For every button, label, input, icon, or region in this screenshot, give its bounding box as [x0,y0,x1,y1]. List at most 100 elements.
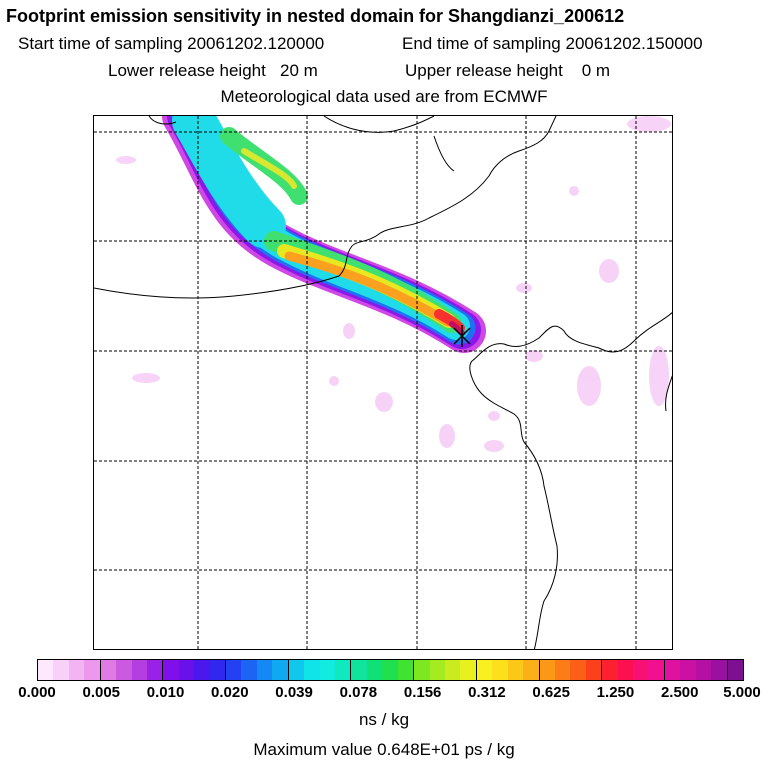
colorbar-segment [538,660,555,680]
colorbar-segment [131,660,147,680]
colorbar-segment [429,660,445,680]
colorbar-segment [444,660,461,680]
colorbar-segment [554,660,571,680]
patch [343,323,355,339]
lower-height-label: Lower release height [108,61,266,80]
colorbar-segment [84,660,100,680]
patch [439,424,455,448]
start-time-label: Start time of sampling [18,34,183,53]
colorbar-segment [38,660,54,680]
colorbar-segment [319,660,336,680]
colorbar-segment [601,660,618,680]
colorbar-segment [162,660,179,680]
border-line [433,135,455,172]
patch [132,373,160,383]
patch [569,186,579,196]
colorbar-segment [382,660,398,680]
colorbar-tick-label: 0.000 [18,684,56,701]
maximum-value-label: Maximum value [253,740,373,759]
start-time-value: 20061202.120000 [187,34,325,53]
station-marker [453,325,471,347]
colorbar [37,659,744,681]
colorbar-segment [53,660,69,680]
colorbar-tick-label: 5.000 [723,684,761,701]
lower-height-value: 20 m [280,61,318,80]
patch [649,346,669,406]
patch [577,366,601,406]
met-data-note: Meteorological data used are from ECMWF [220,87,548,106]
upper-height-label: Upper release height [405,61,563,80]
colorbar-segment [99,660,117,680]
colorbar-segment [475,660,493,680]
upper-height-row: Upper release height 0 m [405,61,610,81]
colorbar-segment [241,660,257,680]
colorbar-segment [209,660,226,680]
colorbar-segment [350,660,367,680]
colorbar-tick-label: 0.156 [403,684,442,701]
colorbar-segment [397,660,414,680]
colorbar-segment [256,660,273,680]
faint-sensitivity-patches [116,116,671,452]
patch [516,283,532,293]
coastlines [94,116,672,649]
colorbar-tick-label: 0.005 [82,684,121,701]
colorbar-segment [460,660,476,680]
plume-layer-orange [284,251,453,327]
plume-layer-dark [449,321,465,336]
graticule [94,116,672,649]
end-time-label: End time of sampling [402,34,561,53]
patch [525,350,543,362]
patch [375,392,393,412]
colorbar-segment [146,660,163,680]
colorbar-segment [225,660,242,680]
upper-height-value: 0 m [581,61,611,80]
colorbar-segment [617,660,634,680]
border-line [469,312,672,649]
colorbar-segment [663,660,681,680]
colorbar-segment [68,660,85,680]
patch [627,116,671,132]
colorbar-segment [570,660,586,680]
patch [484,440,504,452]
colorbar-segment [366,660,383,680]
colorbar-segment [178,660,195,680]
colorbar-segment [633,660,649,680]
emission-plume [162,116,486,353]
map-canvas [94,116,672,649]
colorbar-tick-label: 0.039 [275,684,313,701]
colorbar-segment [304,660,320,680]
colorbar-segment [648,660,664,680]
plot-title: Footprint emission sensitivity in nested… [6,6,625,26]
start-time-row: Start time of sampling 20061202.120000 [18,34,324,54]
patch [599,259,619,283]
border-line [665,375,672,412]
colorbar-tick-label: 0.078 [339,684,378,701]
colorbar-segment [507,660,524,680]
border-line [323,116,435,133]
plume-upper-cyan-lobe [172,116,286,248]
colorbar-tick-label: 0.312 [468,684,506,701]
colorbar-segment [523,660,539,680]
end-time-row: End time of sampling 20061202.150000 [402,34,703,54]
colorbar-segment [726,660,743,680]
colorbar-tick-label: 1.250 [596,684,635,701]
end-time-value: 20061202.150000 [565,34,703,53]
colorbar-segment [413,660,430,680]
colorbar-segment [335,660,351,680]
colorbar-units: ns / kg [358,710,410,729]
maximum-value-number: 0.648E+01 ps / kg [377,740,515,759]
colorbar-segment [194,660,210,680]
colorbar-segment [272,660,288,680]
colorbar-segment [711,660,727,680]
colorbar-segment [680,660,696,680]
plume-upper-yellow [241,148,297,189]
maximum-value: Maximum value 0.648E+01 ps / kg [0,740,768,760]
colorbar-segment [585,660,602,680]
border-line [94,116,557,299]
patch [116,156,136,164]
colorbar-tick-label: 0.010 [146,684,185,701]
patch [488,411,500,421]
colorbar-segment [695,660,712,680]
lower-height-row: Lower release height 20 m [108,61,318,81]
footprint-map [93,115,673,650]
